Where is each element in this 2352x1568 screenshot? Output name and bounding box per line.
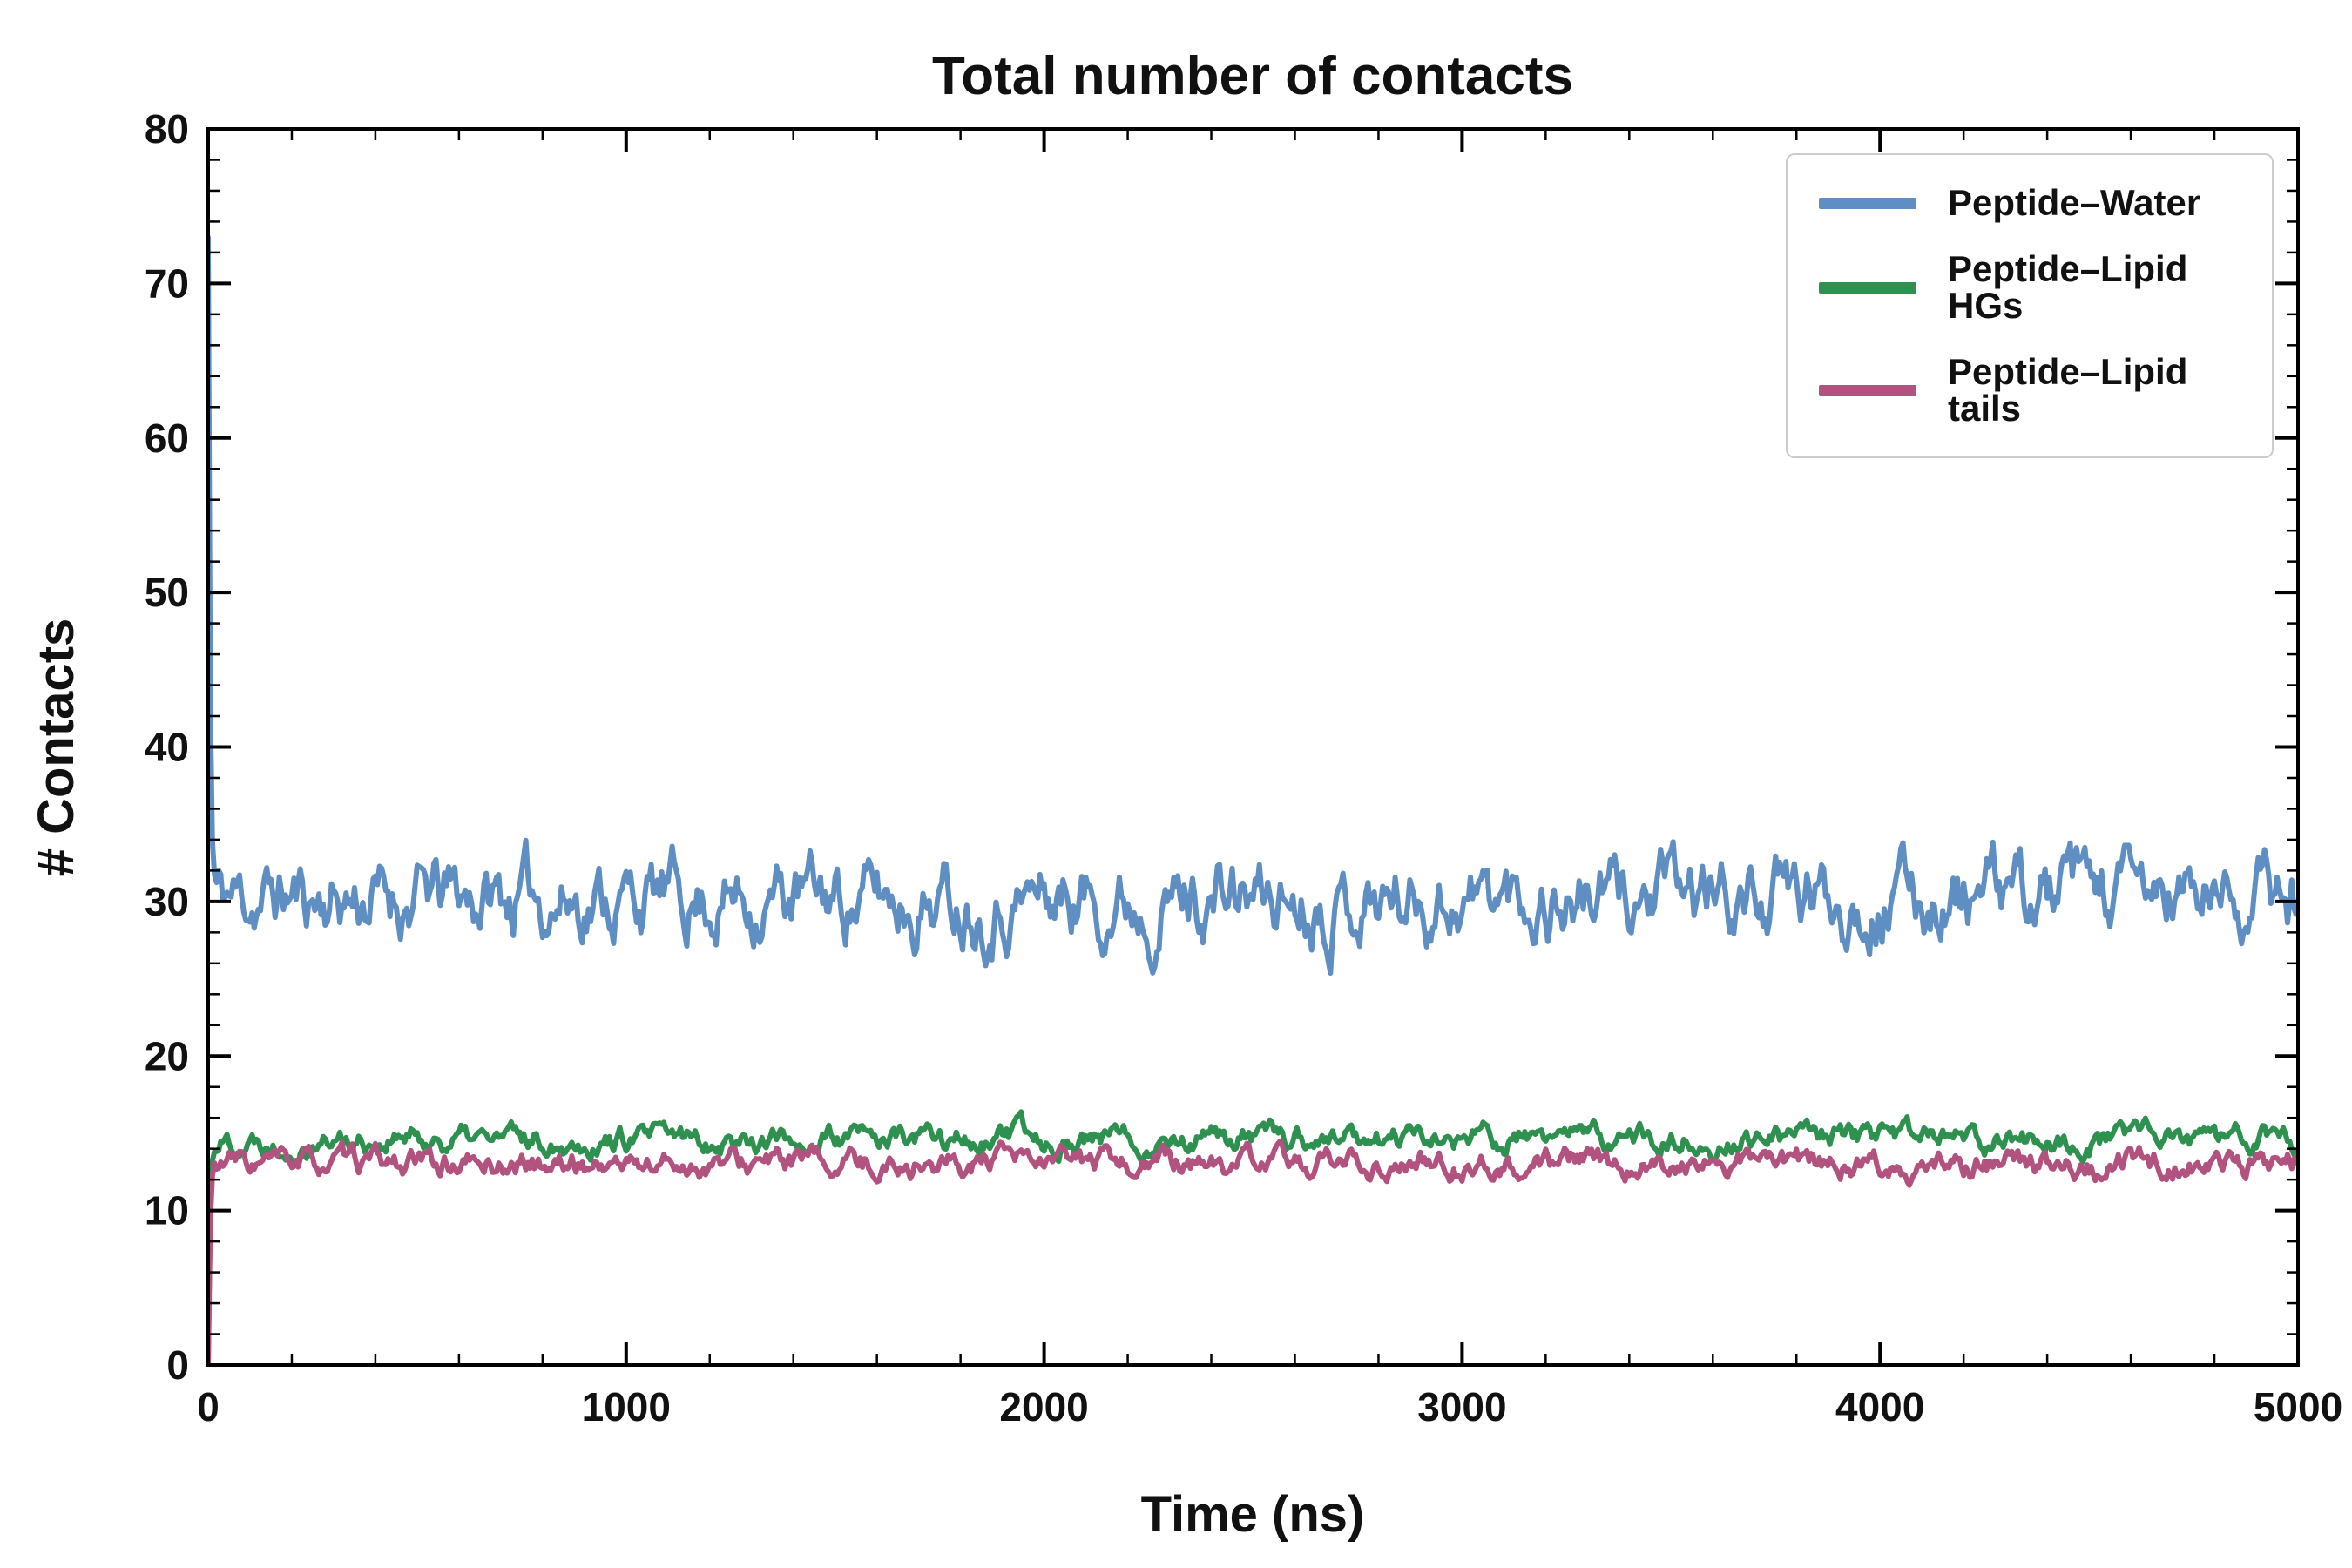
series-line-peptide-lipid-hgs: [208, 1109, 2298, 1365]
y-tick-label: 10: [145, 1188, 189, 1233]
legend-label-peptide-lipid-tails: Peptide–Lipid tails: [1948, 351, 2188, 429]
x-axis-label: Time (ns): [1141, 1486, 1365, 1543]
chart-title: Total number of contacts: [932, 46, 1573, 106]
legend-item-peptide-lipid-hgs: Peptide–Lipid HGs: [1819, 251, 2240, 324]
x-tick-label: 1000: [582, 1384, 671, 1429]
y-tick-label: 80: [145, 106, 189, 152]
legend-label-peptide-lipid-hgs: Peptide–Lipid HGs: [1948, 248, 2188, 326]
x-tick-label: 5000: [2254, 1384, 2342, 1429]
series-line-peptide-lipid-tails: [208, 1138, 2298, 1365]
legend: Peptide–Water Peptide–Lipid HGs Peptide–…: [1786, 153, 2274, 458]
legend-item-peptide-lipid-tails: Peptide–Lipid tails: [1819, 354, 2240, 427]
series-line-peptide-water: [208, 234, 2298, 976]
y-tick-label: 50: [145, 570, 189, 615]
y-tick-label: 30: [145, 879, 189, 924]
legend-swatch-peptide-water: [1819, 197, 1916, 209]
y-tick-label: 0: [166, 1342, 189, 1388]
axes-layer: [206, 127, 2300, 1367]
y-tick-label: 70: [145, 260, 189, 306]
y-tick-label: 20: [145, 1033, 189, 1078]
legend-item-peptide-water: Peptide–Water: [1819, 185, 2240, 221]
y-tick-label: 60: [145, 416, 189, 461]
y-axis-label: # Contacts: [28, 618, 84, 877]
x-tick-label: 2000: [999, 1384, 1088, 1429]
legend-swatch-peptide-lipid-hgs: [1819, 281, 1916, 294]
legend-label-peptide-water: Peptide–Water: [1948, 182, 2201, 223]
x-tick-label: 0: [197, 1384, 220, 1429]
y-tick-label: 40: [145, 725, 189, 770]
series-lines: [208, 234, 2298, 1365]
legend-swatch-peptide-lipid-tails: [1819, 384, 1916, 396]
x-tick-label: 4000: [1835, 1384, 1924, 1429]
x-tick-label: 3000: [1417, 1384, 1506, 1429]
tick-labels: 0 1000 2000 3000 4000 5000 0 10 20 30 40 50 60 70 80: [145, 106, 2342, 1429]
